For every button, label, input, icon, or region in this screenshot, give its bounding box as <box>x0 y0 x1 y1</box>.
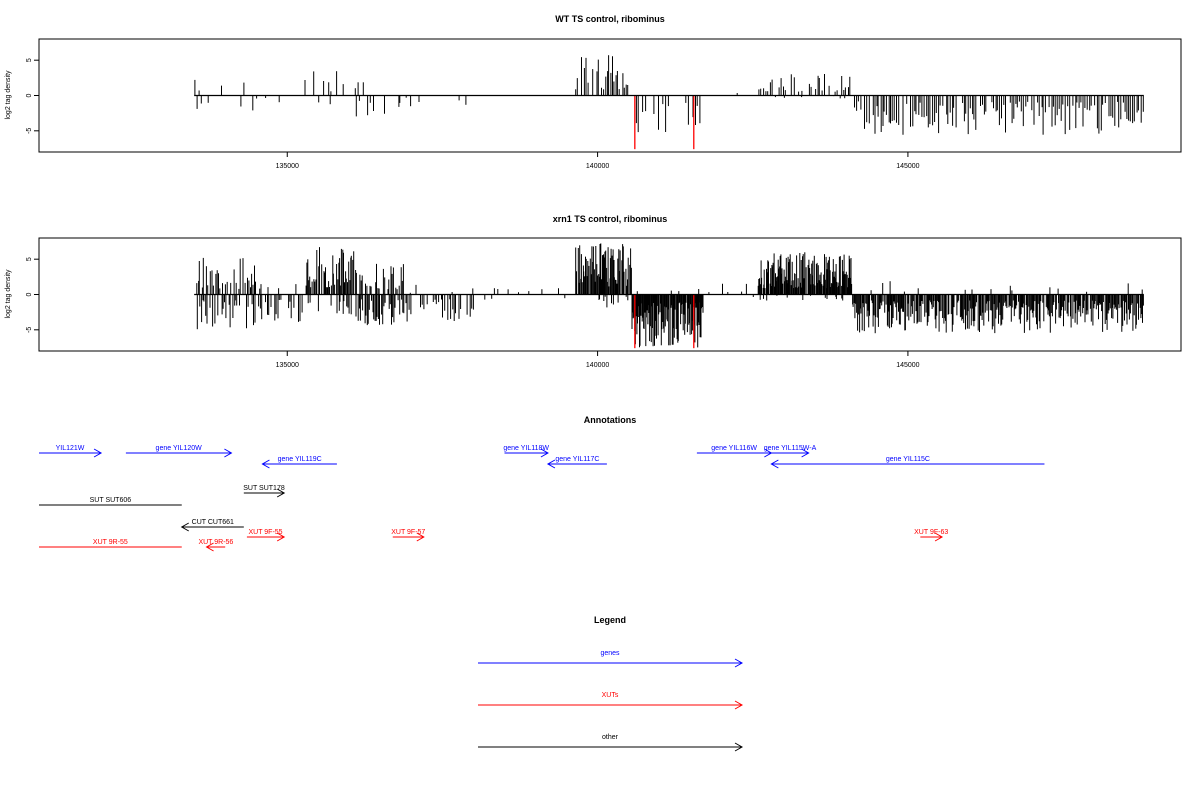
annotation-feature: gene YIL118W <box>503 445 549 458</box>
annotation-feature: XUT 9R-56 <box>198 539 233 552</box>
annotation-label: XUT 9F-55 <box>248 529 282 536</box>
annotation-arrowhead <box>276 532 286 542</box>
annotation-arrowhead <box>540 448 549 458</box>
xrn1-x-tick-label: 140000 <box>586 362 609 369</box>
wt-axes: 135000 140000 145000 -5 0 5 <box>26 58 920 170</box>
annotation-label: gene YIL117C <box>555 456 599 463</box>
annotation-label: XUT 9R-55 <box>93 539 128 546</box>
annotation-arrowhead <box>546 459 556 469</box>
annotation-label: YIL121W <box>56 445 85 452</box>
xrn1-axes: 135000 140000 145000 -5 0 5 <box>26 257 920 369</box>
annotation-arrowhead <box>261 459 270 469</box>
xrn1-density-panel: xrn1 TS control, ribominus log2 tag dens… <box>5 214 1182 369</box>
annotation-feature: gene YIL117C <box>546 456 607 469</box>
wt-x-tick-label: 135000 <box>276 163 299 170</box>
annotation-label: XUT 9F-63 <box>914 529 948 536</box>
wt-bars <box>194 55 1144 150</box>
wt-x-tick-label: 145000 <box>896 163 919 170</box>
annotation-arrowhead <box>801 448 810 458</box>
wt-panel-title: WT TS control, ribominus <box>555 14 665 24</box>
annotation-feature: SUT SUT178 <box>243 485 286 498</box>
annotation-arrowhead <box>276 488 286 498</box>
annotation-feature: XUT 9F-55 <box>246 529 286 542</box>
annotation-label: gene YIL116W <box>711 445 757 452</box>
annotation-features: YIL121W gene YIL120W gene YIL119C gene YIL1… <box>39 445 1045 552</box>
annotation-feature: CUT CUT661 <box>180 519 244 532</box>
annotations-track: Annotations YIL121W gene YIL120W gene YIL1… <box>39 415 1045 552</box>
legend-title: Legend <box>594 615 626 625</box>
xrn1-y-tick-label: 0 <box>26 292 33 296</box>
legend-label: XUTs <box>602 692 619 699</box>
legend-label: other <box>602 734 619 741</box>
legend-label: genes <box>600 650 620 657</box>
annotation-arrowhead <box>205 542 214 552</box>
wt-density-panel: WT TS control, ribominus log2 tag densit… <box>5 14 1182 170</box>
annotation-feature: gene YIL115C <box>770 456 1045 469</box>
annotation-arrowhead <box>770 459 779 469</box>
annotation-label: XUT 9R-56 <box>198 539 233 546</box>
annotation-label: SUT SUT606 <box>90 497 132 504</box>
legend: Legend genes XUTs other <box>478 615 744 752</box>
annotation-feature: XUT 9F-57 <box>391 529 425 542</box>
annotation-feature: gene YIL115W-A <box>764 445 817 458</box>
annotation-feature: gene YIL116W <box>696 445 773 458</box>
annotation-label: gene YIL118W <box>503 445 549 452</box>
annotation-label: XUT 9F-57 <box>391 529 425 536</box>
legend-arrowhead <box>734 658 744 668</box>
legend-arrowhead <box>734 700 744 710</box>
annotation-feature: gene YIL119C <box>261 456 337 469</box>
wt-x-tick-label: 140000 <box>586 163 609 170</box>
annotation-arrowhead <box>416 532 425 542</box>
xrn1-y-axis-label: log2 tag density <box>5 269 12 319</box>
annotation-feature: YIL121W <box>39 445 103 458</box>
xrn1-bars <box>194 243 1144 349</box>
legend-item-other: other <box>478 734 744 752</box>
annotation-label: SUT SUT178 <box>243 485 285 492</box>
annotation-label: gene YIL115C <box>886 456 930 463</box>
annotation-label: gene YIL115W-A <box>764 445 817 452</box>
annotation-feature: gene YIL120W <box>125 445 233 458</box>
wt-y-axis-label: log2 tag density <box>5 70 12 120</box>
annotation-feature: SUT SUT606 <box>39 497 182 506</box>
wt-y-tick-label: -5 <box>26 128 33 134</box>
annotation-arrowhead <box>93 448 103 458</box>
xrn1-x-tick-label: 135000 <box>276 362 299 369</box>
annotation-arrowhead <box>180 522 189 532</box>
legend-item-xut: XUTs <box>478 692 744 710</box>
xrn1-panel-title: xrn1 TS control, ribominus <box>553 214 668 224</box>
annotation-arrowhead <box>224 448 233 458</box>
annotation-label: CUT CUT661 <box>192 519 234 526</box>
xrn1-y-tick-label: 5 <box>26 257 33 261</box>
wt-y-tick-label: 0 <box>26 93 33 97</box>
annotation-feature: XUT 9R-55 <box>39 539 182 548</box>
xrn1-y-tick-label: -5 <box>26 327 33 333</box>
xrn1-x-tick-label: 145000 <box>896 362 919 369</box>
legend-arrowhead <box>734 742 744 752</box>
annotation-feature: XUT 9F-63 <box>914 529 948 542</box>
legend-items: genes XUTs other <box>478 650 744 752</box>
wt-y-tick-label: 5 <box>26 58 33 62</box>
annotation-label: gene YIL119C <box>278 456 322 463</box>
annotation-label: gene YIL120W <box>156 445 203 452</box>
annotation-arrowhead <box>934 532 944 542</box>
annotations-title: Annotations <box>584 415 637 425</box>
legend-item-gene: genes <box>478 650 744 668</box>
